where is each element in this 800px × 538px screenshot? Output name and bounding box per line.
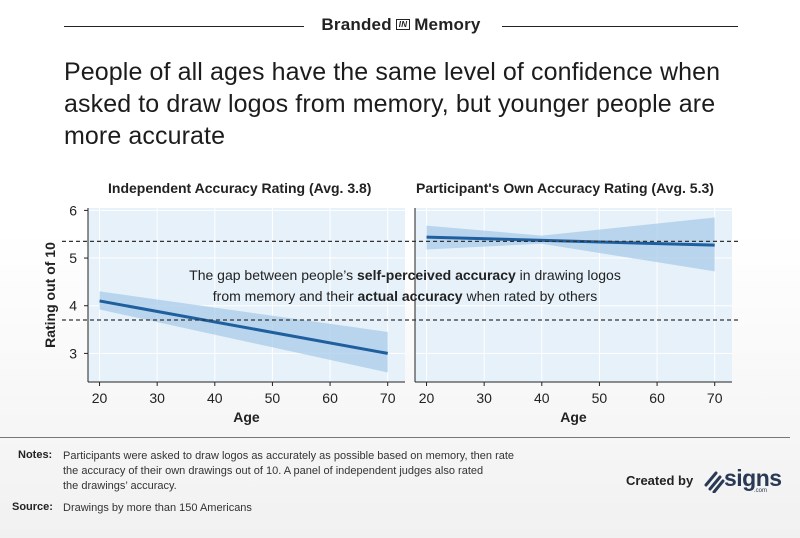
x-tick-label: 20 [92,390,108,406]
y-tick-label: 4 [69,298,77,314]
x-tick-label: 30 [476,390,492,406]
annotation-emphasis: self-perceived accuracy [357,267,516,283]
annotation-emphasis: actual accuracy [358,288,463,304]
annotation-text: from memory and their [213,288,358,304]
x-tick-label: 70 [707,390,723,406]
headline: People of all ages have the same level o… [64,58,721,150]
y-tick-label: 3 [69,345,77,361]
notes-text: Participants were asked to draw logos as… [63,449,593,494]
left-chart-title: Independent Accuracy Rating (Avg. 3.8) [108,180,372,196]
y-axis-label: Rating out of 10 [42,242,58,348]
notes-line: the drawings’ accuracy. [63,480,177,492]
y-tick-label: 6 [69,202,77,218]
brand-title: Branded IN Memory [64,15,738,35]
trend-line [99,299,388,355]
footer-divider [0,437,790,438]
gap-annotation: The gap between people’s self-perceived … [189,267,621,283]
x-tick-label: 50 [265,390,281,406]
x-tick-label: 30 [149,390,165,406]
x-tick-label: 40 [207,390,223,406]
source-text: Drawings by more than 150 Americans [63,502,252,514]
x-axis-label: Age [233,409,260,425]
source-label: Source: [12,501,53,513]
gap-annotation: from memory and their actual accuracy wh… [213,288,597,304]
brand-rule-left [64,26,304,27]
brand-header: Branded IN Memory [64,14,738,40]
x-axis-label: Age [560,409,587,425]
y-tick-label: 5 [69,250,77,266]
notes-line: Participants were asked to draw logos as… [63,450,515,462]
created-by-text: Created by [626,473,694,488]
right-chart-title: Participant's Own Accuracy Rating (Avg. … [416,180,714,196]
brand-rule-right [502,26,738,27]
confidence-band [426,217,715,272]
signs-logo-word: signs [724,465,782,491]
x-tick-label: 40 [534,390,550,406]
notes-line: the accuracy of their own drawings out o… [63,465,484,477]
x-tick-label: 70 [380,390,396,406]
signs-logo: signs .com [704,465,782,496]
x-tick-label: 50 [592,390,608,406]
brand-prefix: Branded [321,15,392,34]
annotation-text: when rated by others [463,288,598,304]
annotation-text: in drawing logos [516,267,621,283]
confidence-band [99,291,388,373]
signs-logo-icon [704,471,725,493]
signs-logo-suffix: .com [754,488,768,494]
notes-label: Notes: [18,449,53,461]
x-tick-label: 60 [649,390,665,406]
trend-line [426,235,715,247]
x-tick-label: 20 [419,390,435,406]
brand-box: IN [395,19,411,30]
brand-suffix: Memory [414,15,481,34]
chart-area: 20 30 40 50 60 70 Age 3 4 5 6 Rating out of 10 20 30 4… [42,202,738,425]
x-tick-label: 60 [322,390,338,406]
annotation-text: The gap between people’s [189,267,357,283]
